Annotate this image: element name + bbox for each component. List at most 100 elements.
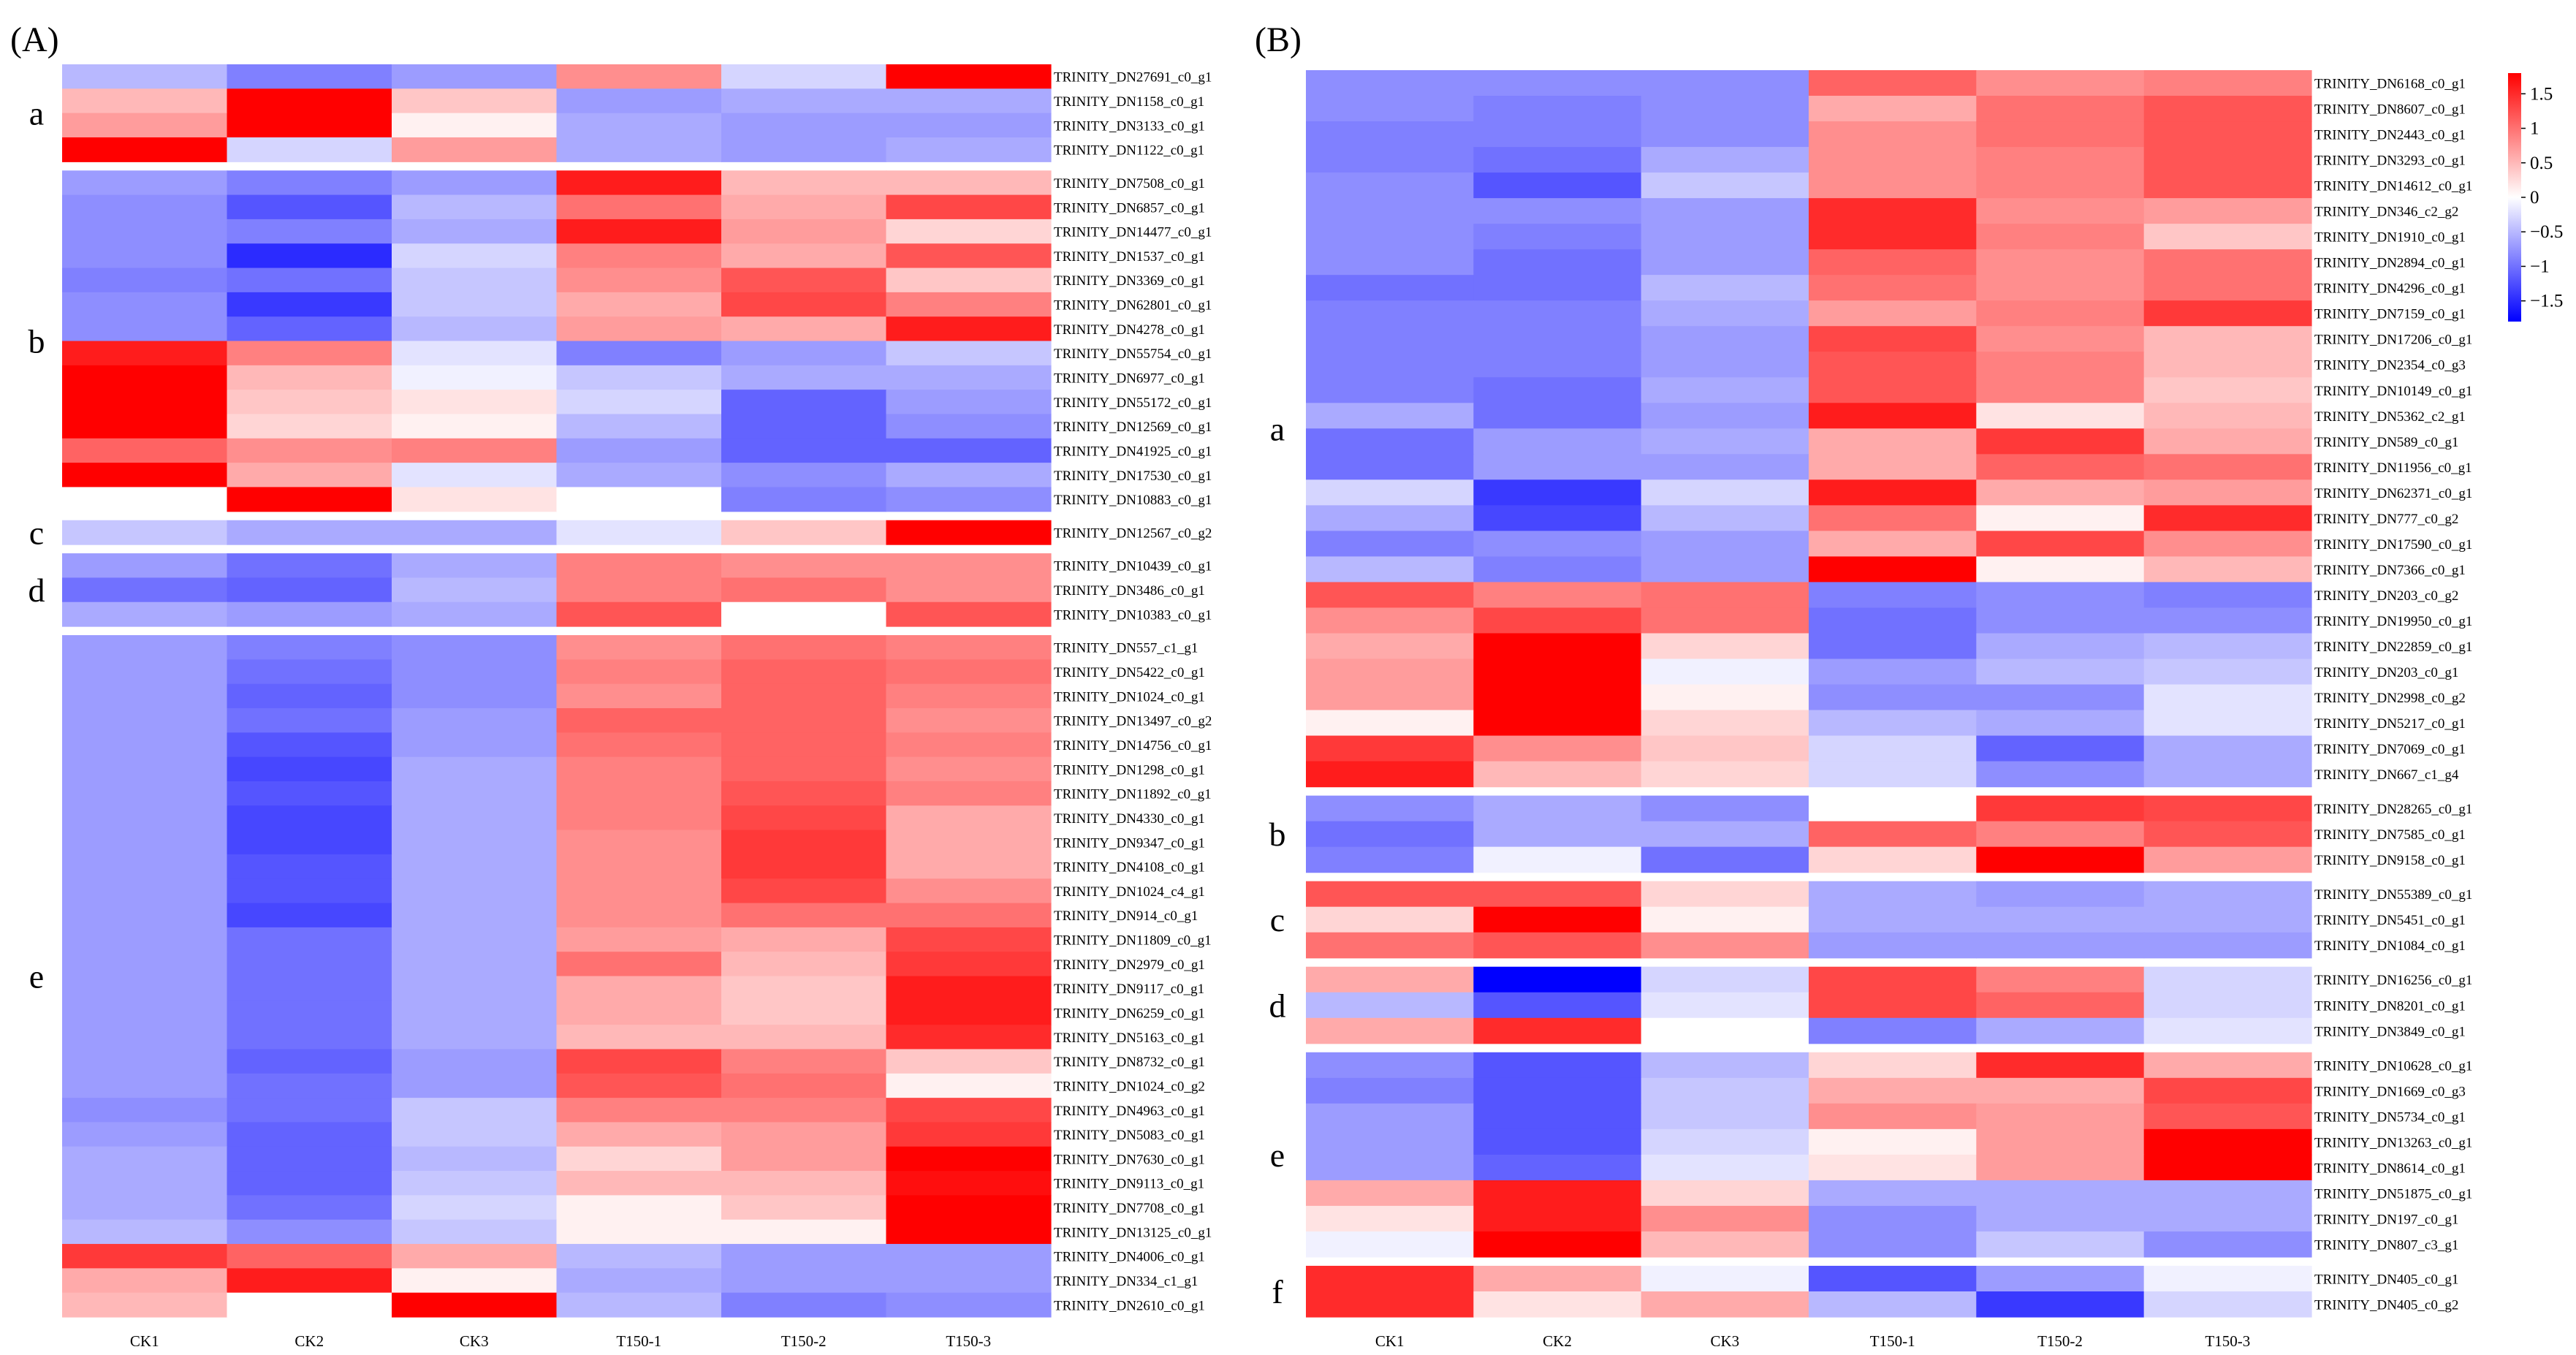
gene-label: TRINITY_DN5217_c0_g1	[2314, 716, 2466, 732]
heatmap-cell	[1306, 224, 1474, 250]
heatmap-cell	[1473, 1180, 1642, 1207]
heatmap-cell	[721, 316, 887, 342]
gene-label: TRINITY_DN10883_c0_g1	[1054, 493, 1212, 508]
heatmap-cell	[1473, 582, 1642, 609]
gene-label: TRINITY_DN346_c2_g2	[2314, 205, 2458, 220]
heatmap-cell	[1641, 795, 1809, 822]
heatmap-cell	[1809, 735, 1977, 762]
heatmap-cell	[2143, 684, 2312, 711]
heatmap-cell	[886, 1219, 1052, 1245]
heatmap-cell	[1306, 403, 1474, 429]
heatmap-cell	[721, 219, 887, 244]
heatmap-cell	[1809, 454, 1977, 480]
heatmap-cell	[1809, 326, 1977, 352]
gene-label: TRINITY_DN807_c3_g1	[2314, 1237, 2458, 1253]
heatmap-cell	[721, 438, 887, 463]
heatmap-cell	[1976, 428, 2145, 455]
heatmap-cell	[1306, 121, 1474, 148]
heatmap-cell	[886, 316, 1052, 342]
heatmap-cell	[1641, 735, 1809, 762]
heatmap-cell	[227, 781, 392, 806]
heatmap-cell	[721, 1098, 887, 1123]
heatmap-cell	[886, 1292, 1052, 1318]
gene-label: TRINITY_DN9117_c0_g1	[1054, 982, 1204, 997]
heatmap-cell	[886, 1122, 1052, 1147]
heatmap-cell	[1809, 249, 1977, 276]
heatmap-cell	[721, 635, 887, 660]
heatmap-cell	[2143, 1077, 2312, 1104]
heatmap-cell	[62, 878, 228, 904]
heatmap-cell	[227, 553, 392, 578]
heatmap-cell	[1473, 761, 1642, 788]
heatmap-cell	[62, 487, 228, 512]
heatmap-cell	[886, 487, 1052, 512]
gene-label: TRINITY_DN13263_c0_g1	[2314, 1135, 2472, 1150]
heatmap-cell	[392, 113, 558, 138]
gene-label: TRINITY_DN4296_c0_g1	[2314, 281, 2466, 297]
heatmap-cell	[1809, 352, 1977, 378]
heatmap-cell	[1641, 966, 1809, 993]
heatmap-cell	[227, 113, 392, 138]
heatmap-cell	[62, 601, 228, 627]
heatmap-cell	[721, 170, 887, 196]
heatmap-cell	[392, 577, 558, 603]
heatmap-cell	[886, 1049, 1052, 1074]
heatmap-cell	[1809, 761, 1977, 788]
heatmap-cell	[1641, 1291, 1809, 1318]
heatmap-cell	[556, 316, 722, 342]
heatmap-cell	[886, 341, 1052, 366]
heatmap-cell	[1306, 1128, 1474, 1155]
heatmap-cell	[227, 659, 392, 685]
heatmap-cell	[886, 267, 1052, 293]
heatmap-panel-a: (A) TRINITY_DN27691_c0_g1 TRINITY_DN1158_c…	[10, 20, 1212, 1350]
gene-label: TRINITY_DN405_c0_g1	[2314, 1272, 2458, 1287]
heatmap-cell	[1306, 1231, 1474, 1258]
heatmap-cell	[721, 414, 887, 439]
heatmap-cell	[886, 708, 1052, 733]
gene-label: TRINITY_DN5163_c0_g1	[1054, 1031, 1205, 1046]
heatmap-cell	[392, 487, 558, 512]
heatmap-cell	[721, 1025, 887, 1050]
gene-label: TRINITY_DN5734_c0_g1	[2314, 1109, 2466, 1125]
heatmap-cell	[62, 732, 228, 758]
gene-label: TRINITY_DN6168_c0_g1	[2314, 77, 2466, 92]
gene-label: TRINITY_DN51875_c0_g1	[2314, 1186, 2472, 1202]
heatmap-cell	[1473, 300, 1642, 327]
heatmap-cell	[1641, 1154, 1809, 1181]
heatmap-cell	[556, 854, 722, 879]
heatmap-cell	[1473, 403, 1642, 429]
heatmap-cell	[1473, 428, 1642, 455]
heatmap-cell	[1976, 633, 2145, 660]
gene-label: TRINITY_DN4278_c0_g1	[1054, 322, 1205, 338]
gene-label: TRINITY_DN9158_c0_g1	[2314, 853, 2466, 868]
cluster-d: TRINITY_DN16256_c0_g1 TRINITY_DN8201_c0_g…	[1269, 966, 2472, 1044]
heatmap-cell	[392, 903, 558, 928]
heatmap-cell	[886, 635, 1052, 660]
gene-label: TRINITY_DN13125_c0_g1	[1054, 1225, 1212, 1240]
gene-label: TRINITY_DN3369_c0_g1	[1054, 273, 1205, 289]
heatmap-cell	[1809, 556, 1977, 583]
heatmap-cell	[1473, 633, 1642, 660]
heatmap-cell	[1641, 454, 1809, 480]
cluster-label: e	[29, 958, 44, 995]
heatmap-cell	[2143, 377, 2312, 403]
heatmap-cell	[227, 1025, 392, 1050]
heatmap-cell	[2143, 249, 2312, 276]
heatmap-cell	[1306, 1265, 1474, 1292]
heatmap-cell	[1473, 121, 1642, 148]
heatmap-cell	[886, 137, 1052, 162]
heatmap-cell	[1641, 1231, 1809, 1258]
heatmap-cell	[556, 1244, 722, 1269]
heatmap-cell	[1473, 966, 1642, 993]
heatmap-cell	[886, 601, 1052, 627]
heatmap-cell	[556, 952, 722, 977]
heatmap-cell	[886, 756, 1052, 782]
heatmap-cell	[886, 170, 1052, 196]
heatmap-cell	[227, 577, 392, 603]
heatmap-cell	[556, 243, 722, 269]
cluster-label: d	[1269, 987, 1286, 1024]
heatmap-cell	[721, 659, 887, 685]
heatmap-cell	[1641, 198, 1809, 224]
heatmap-cell	[886, 365, 1052, 390]
heatmap-cell	[2143, 454, 2312, 480]
